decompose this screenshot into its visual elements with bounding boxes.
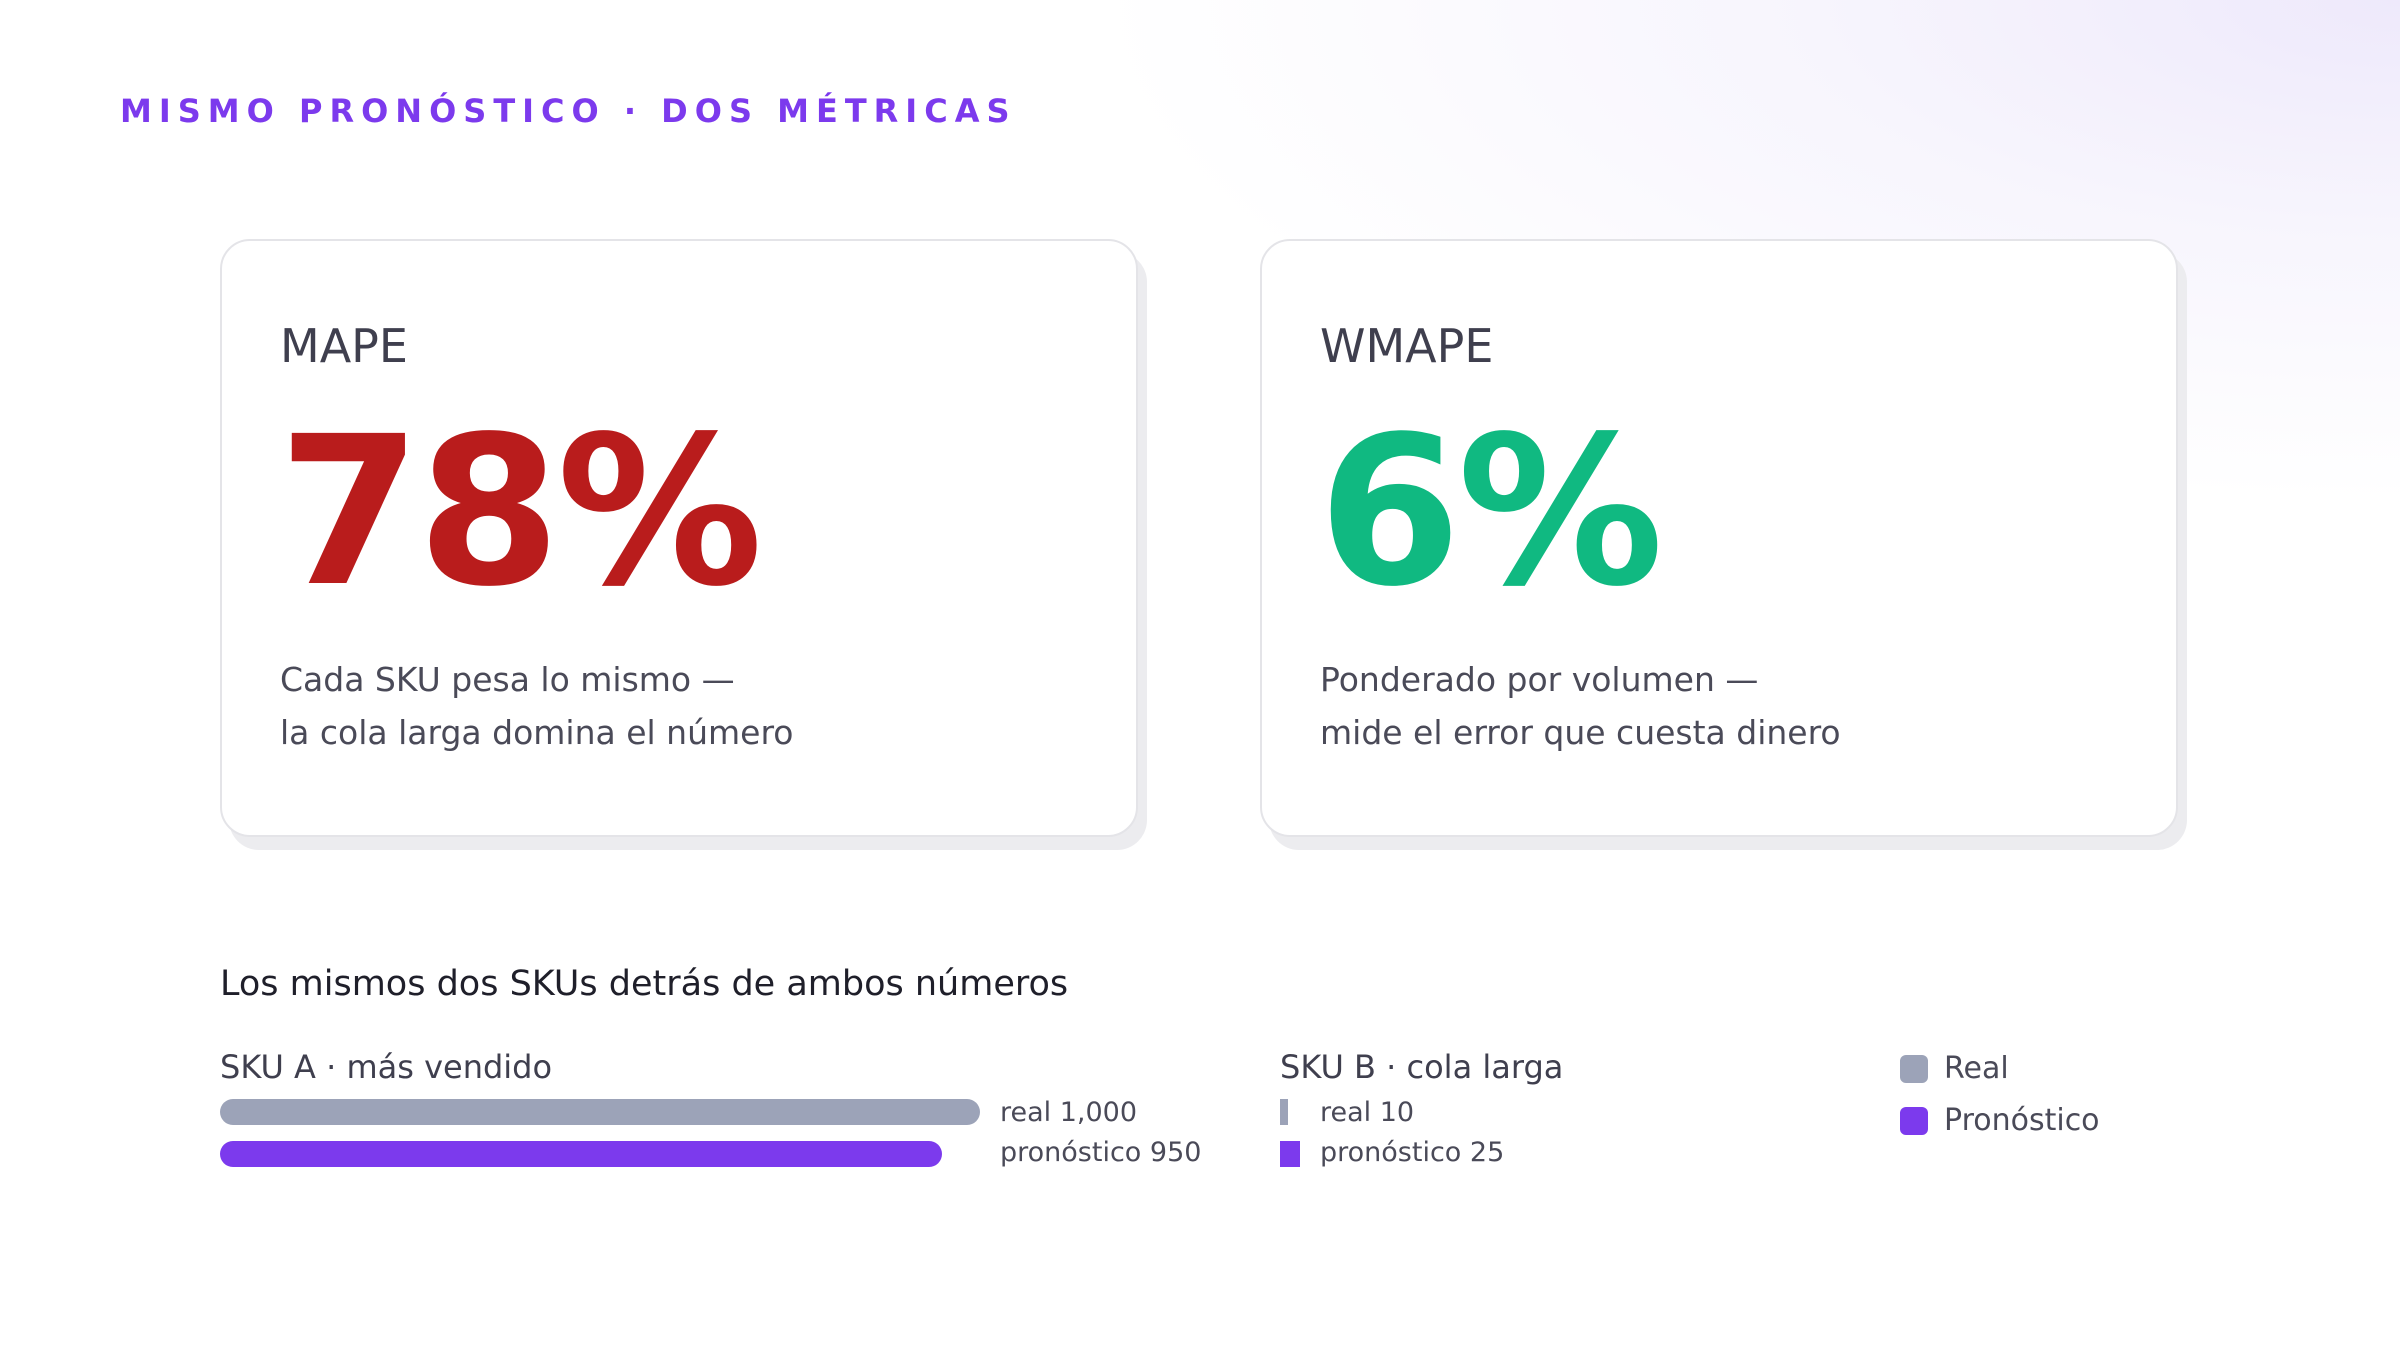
- eyebrow-title: MISMO PRONÓSTICO · DOS MÉTRICAS: [120, 92, 1017, 130]
- wmape-description-line-1: Ponderado por volumen —: [1320, 660, 1759, 699]
- sku-a-forecast-label: pronóstico 950: [1000, 1137, 1202, 1168]
- mape-description-line-1: Cada SKU pesa lo mismo —: [280, 660, 735, 699]
- sku-b-real-label: real 10: [1320, 1097, 1415, 1128]
- legend-label-real: Real: [1944, 1051, 2009, 1086]
- wmape-card: WMAPE 6% Ponderado por volumen — mide el…: [1260, 239, 2178, 837]
- legend-swatch-real: [1900, 1055, 1928, 1083]
- sku-b-forecast-bar: [1280, 1141, 1300, 1167]
- sku-a-real-label: real 1,000: [1000, 1097, 1138, 1128]
- mape-value: 78%: [278, 392, 763, 632]
- mape-card: MAPE 78% Cada SKU pesa lo mismo — la col…: [220, 239, 1138, 837]
- sku-b-title: SKU B · cola larga: [1280, 1048, 1564, 1086]
- wmape-label: WMAPE: [1320, 319, 1494, 373]
- mape-description: Cada SKU pesa lo mismo — la cola larga d…: [280, 653, 793, 759]
- legend-swatch-forecast: [1900, 1107, 1928, 1135]
- legend-label-forecast: Pronóstico: [1944, 1103, 2100, 1138]
- sku-b-forecast-label: pronóstico 25: [1320, 1137, 1505, 1168]
- wmape-description: Ponderado por volumen — mide el error qu…: [1320, 653, 1841, 759]
- wmape-description-line-2: mide el error que cuesta dinero: [1320, 713, 1841, 752]
- mape-label: MAPE: [280, 319, 408, 373]
- sku-a-title: SKU A · más vendido: [220, 1048, 553, 1086]
- comparison-title: Los mismos dos SKUs detrás de ambos núme…: [220, 964, 1069, 1004]
- wmape-value: 6%: [1318, 392, 1664, 632]
- sku-a-real-bar: [220, 1099, 980, 1125]
- sku-b-real-bar: [1280, 1099, 1288, 1125]
- mape-description-line-2: la cola larga domina el número: [280, 713, 794, 752]
- sku-a-forecast-bar: [220, 1141, 942, 1167]
